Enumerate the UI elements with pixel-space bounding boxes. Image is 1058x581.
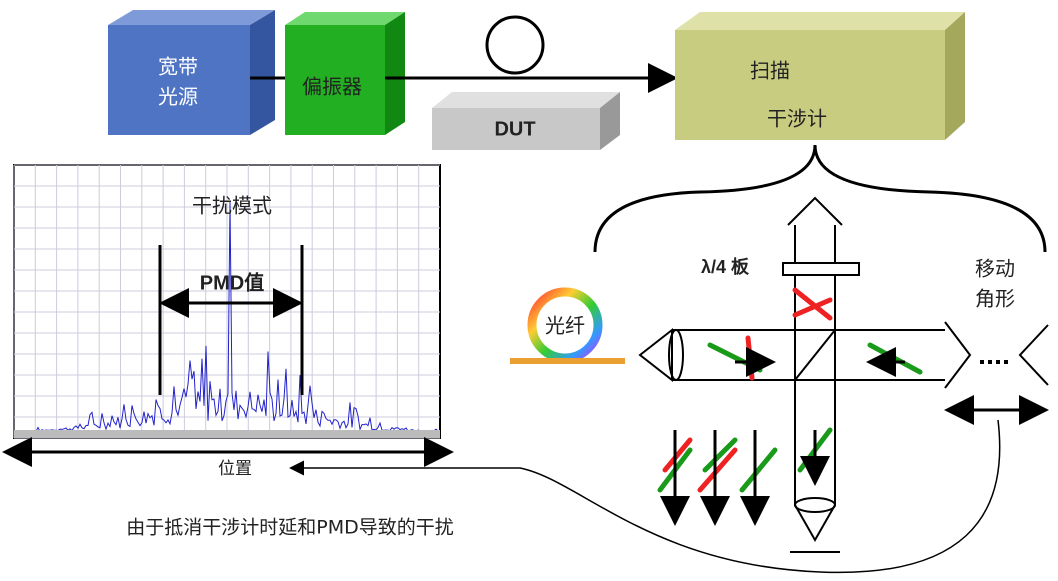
- interferometer-box: 扫描 干涉计: [675, 12, 965, 140]
- dut-box: DUT: [432, 92, 620, 150]
- source-label: 光源: [158, 85, 198, 109]
- arrows: [660, 347, 1049, 526]
- interferometer-label: 扫描: [750, 59, 790, 83]
- interferometer-label: 干涉计: [767, 107, 827, 131]
- fiber-base: [510, 358, 625, 364]
- corner-label: 角形: [975, 287, 1015, 311]
- polarizer-box: 偏振器: [285, 12, 405, 135]
- source-label: 宽带: [158, 55, 198, 79]
- optics: [638, 196, 1049, 553]
- interference-trace: [13, 201, 441, 433]
- fiber-loop: [485, 15, 545, 75]
- waveplate-label: λ/4 板: [701, 256, 750, 277]
- x-label: 位置: [218, 459, 252, 479]
- pmd-label: PMD值: [200, 270, 264, 294]
- feedback-arrow: [289, 419, 1001, 574]
- fiber-label: 光纤: [545, 314, 585, 338]
- plot-title: 干扰模式: [192, 194, 272, 218]
- dut-label: DUT: [494, 118, 535, 140]
- baseline: [14, 430, 440, 438]
- polarizer-label: 偏振器: [302, 75, 362, 99]
- caption: 由于抵消干涉计时延和PMD导致的干扰: [126, 517, 453, 539]
- polarization-marks: [657, 287, 923, 493]
- source-box: 宽带 光源: [108, 10, 275, 135]
- brace: [593, 144, 1047, 253]
- corner-label: 移动: [975, 257, 1015, 281]
